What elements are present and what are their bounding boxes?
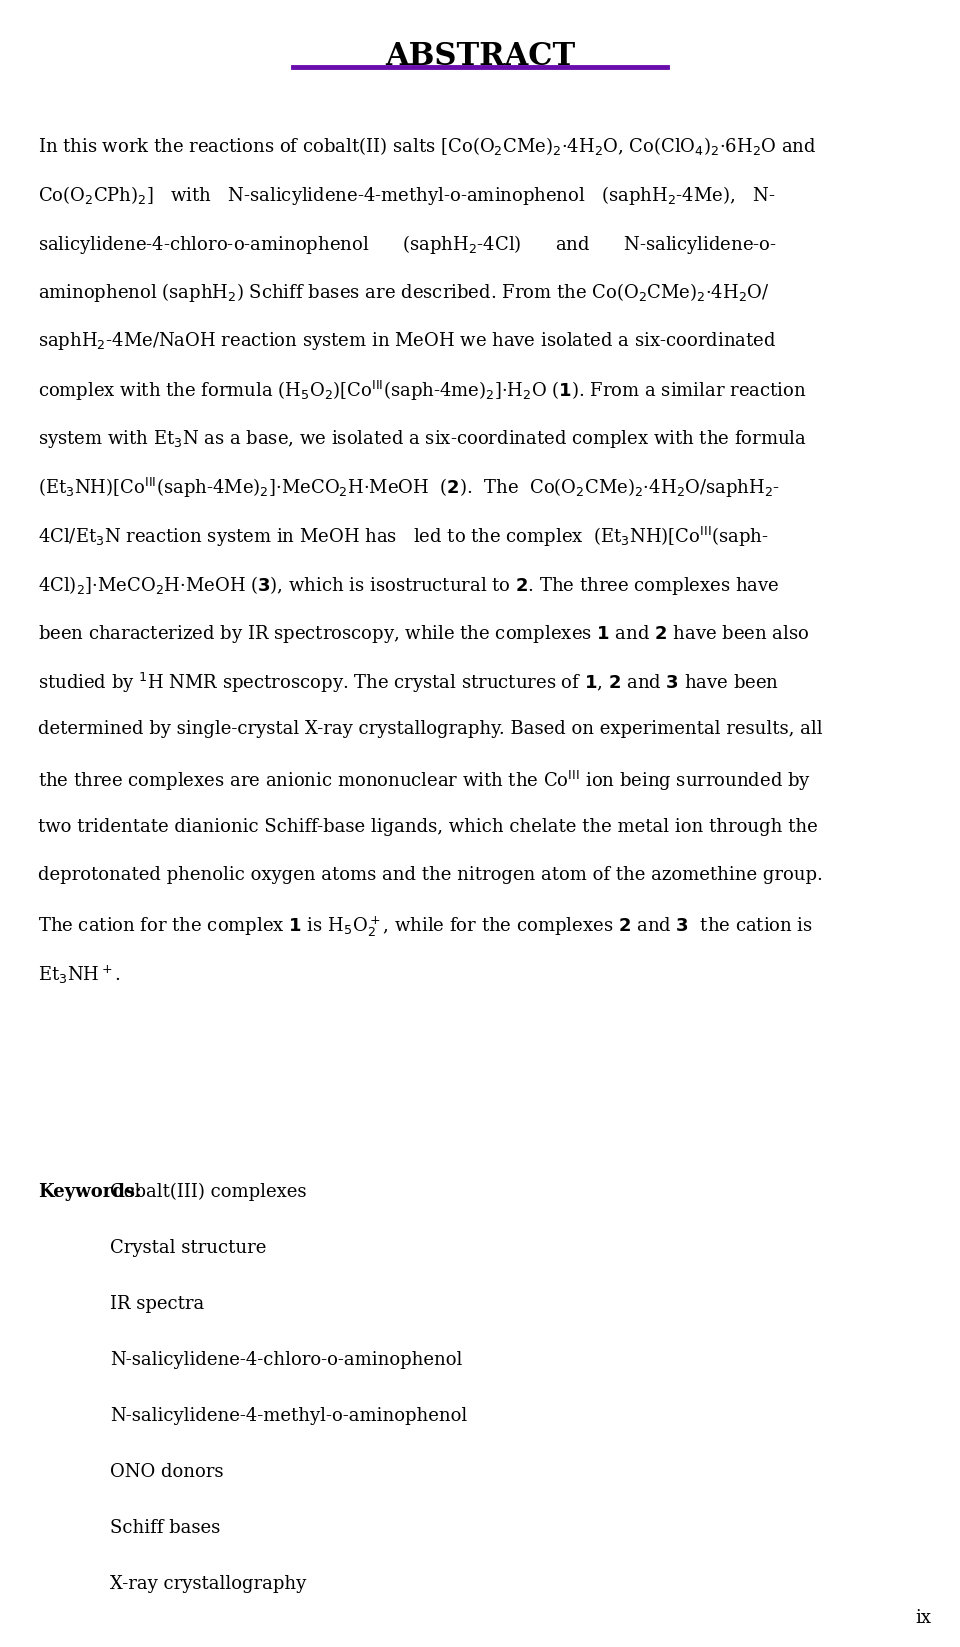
Text: X-ray crystallography: X-ray crystallography <box>110 1575 306 1593</box>
Text: salicylidene-4-chloro-o-aminophenol      (saphH$_2$-4Cl)      and      N-salicyl: salicylidene-4-chloro-o-aminophenol (sap… <box>38 232 778 255</box>
Text: ix: ix <box>915 1609 931 1627</box>
Text: determined by single-crystal X-ray crystallography. Based on experimental result: determined by single-crystal X-ray cryst… <box>38 720 823 738</box>
Text: IR spectra: IR spectra <box>110 1295 204 1313</box>
Text: ABSTRACT: ABSTRACT <box>385 41 575 72</box>
Text: system with Et$_3$N as a base, we isolated a six-coordinated complex with the fo: system with Et$_3$N as a base, we isolat… <box>38 428 807 450</box>
Text: Et$_3$NH$^+$.: Et$_3$NH$^+$. <box>38 963 121 987</box>
Text: deprotonated phenolic oxygen atoms and the nitrogen atom of the azomethine group: deprotonated phenolic oxygen atoms and t… <box>38 866 824 884</box>
Text: The cation for the complex $\mathbf{1}$ is H$_5$O$_2^+$, while for the complexes: The cation for the complex $\mathbf{1}$ … <box>38 916 813 939</box>
Text: N-salicylidene-4-methyl-o-aminophenol: N-salicylidene-4-methyl-o-aminophenol <box>110 1407 468 1425</box>
Text: Cobalt(III) complexes: Cobalt(III) complexes <box>110 1183 307 1201</box>
Text: (Et$_3$NH)[Co$^{\rm III}$(saph-4Me)$_2$]·MeCO$_2$H·MeOH  ($\mathbf{2}$).  The  C: (Et$_3$NH)[Co$^{\rm III}$(saph-4Me)$_2$]… <box>38 476 780 501</box>
Text: aminophenol (saphH$_2$) Schiff bases are described. From the Co(O$_2$CMe)$_2$·4H: aminophenol (saphH$_2$) Schiff bases are… <box>38 282 770 305</box>
Text: the three complexes are anionic mononuclear with the Co$^{\rm III}$ ion being su: the three complexes are anionic mononucl… <box>38 769 811 792</box>
Text: Schiff bases: Schiff bases <box>110 1519 221 1537</box>
Text: N-salicylidene-4-chloro-o-aminophenol: N-salicylidene-4-chloro-o-aminophenol <box>110 1351 463 1369</box>
Text: Keywords:: Keywords: <box>38 1183 142 1201</box>
Text: 4Cl)$_2$]·MeCO$_2$H·MeOH ($\mathbf{3}$), which is isostructural to $\mathbf{2}$.: 4Cl)$_2$]·MeCO$_2$H·MeOH ($\mathbf{3}$),… <box>38 573 780 596</box>
Text: Co(O$_2$CPh)$_2$]   with   N-salicylidene-4-methyl-o-aminophenol   (saphH$_2$-4M: Co(O$_2$CPh)$_2$] with N-salicylidene-4-… <box>38 184 776 208</box>
Text: 4Cl/Et$_3$N reaction system in MeOH has   led to the complex  (Et$_3$NH)[Co$^{\r: 4Cl/Et$_3$N reaction system in MeOH has … <box>38 525 769 548</box>
Text: ONO donors: ONO donors <box>110 1463 224 1481</box>
Text: In this work the reactions of cobalt(II) salts [Co(O$_2$CMe)$_2$·4H$_2$O, Co(ClO: In this work the reactions of cobalt(II)… <box>38 135 817 156</box>
Text: studied by $^1$H NMR spectroscopy. The crystal structures of $\mathbf{1}$, $\mat: studied by $^1$H NMR spectroscopy. The c… <box>38 672 780 695</box>
Text: two tridentate dianionic Schiff-base ligands, which chelate the metal ion throug: two tridentate dianionic Schiff-base lig… <box>38 817 818 835</box>
Text: Crystal structure: Crystal structure <box>110 1239 267 1257</box>
Text: been characterized by IR spectroscopy, while the complexes $\mathbf{1}$ and $\ma: been characterized by IR spectroscopy, w… <box>38 623 809 644</box>
Text: complex with the formula (H$_5$O$_2$)[Co$^{\rm III}$(saph-4me)$_2$]·H$_2$O ($\ma: complex with the formula (H$_5$O$_2$)[Co… <box>38 379 807 404</box>
Text: saphH$_2$-4Me/NaOH reaction system in MeOH we have isolated a six-coordinated: saphH$_2$-4Me/NaOH reaction system in Me… <box>38 329 777 352</box>
